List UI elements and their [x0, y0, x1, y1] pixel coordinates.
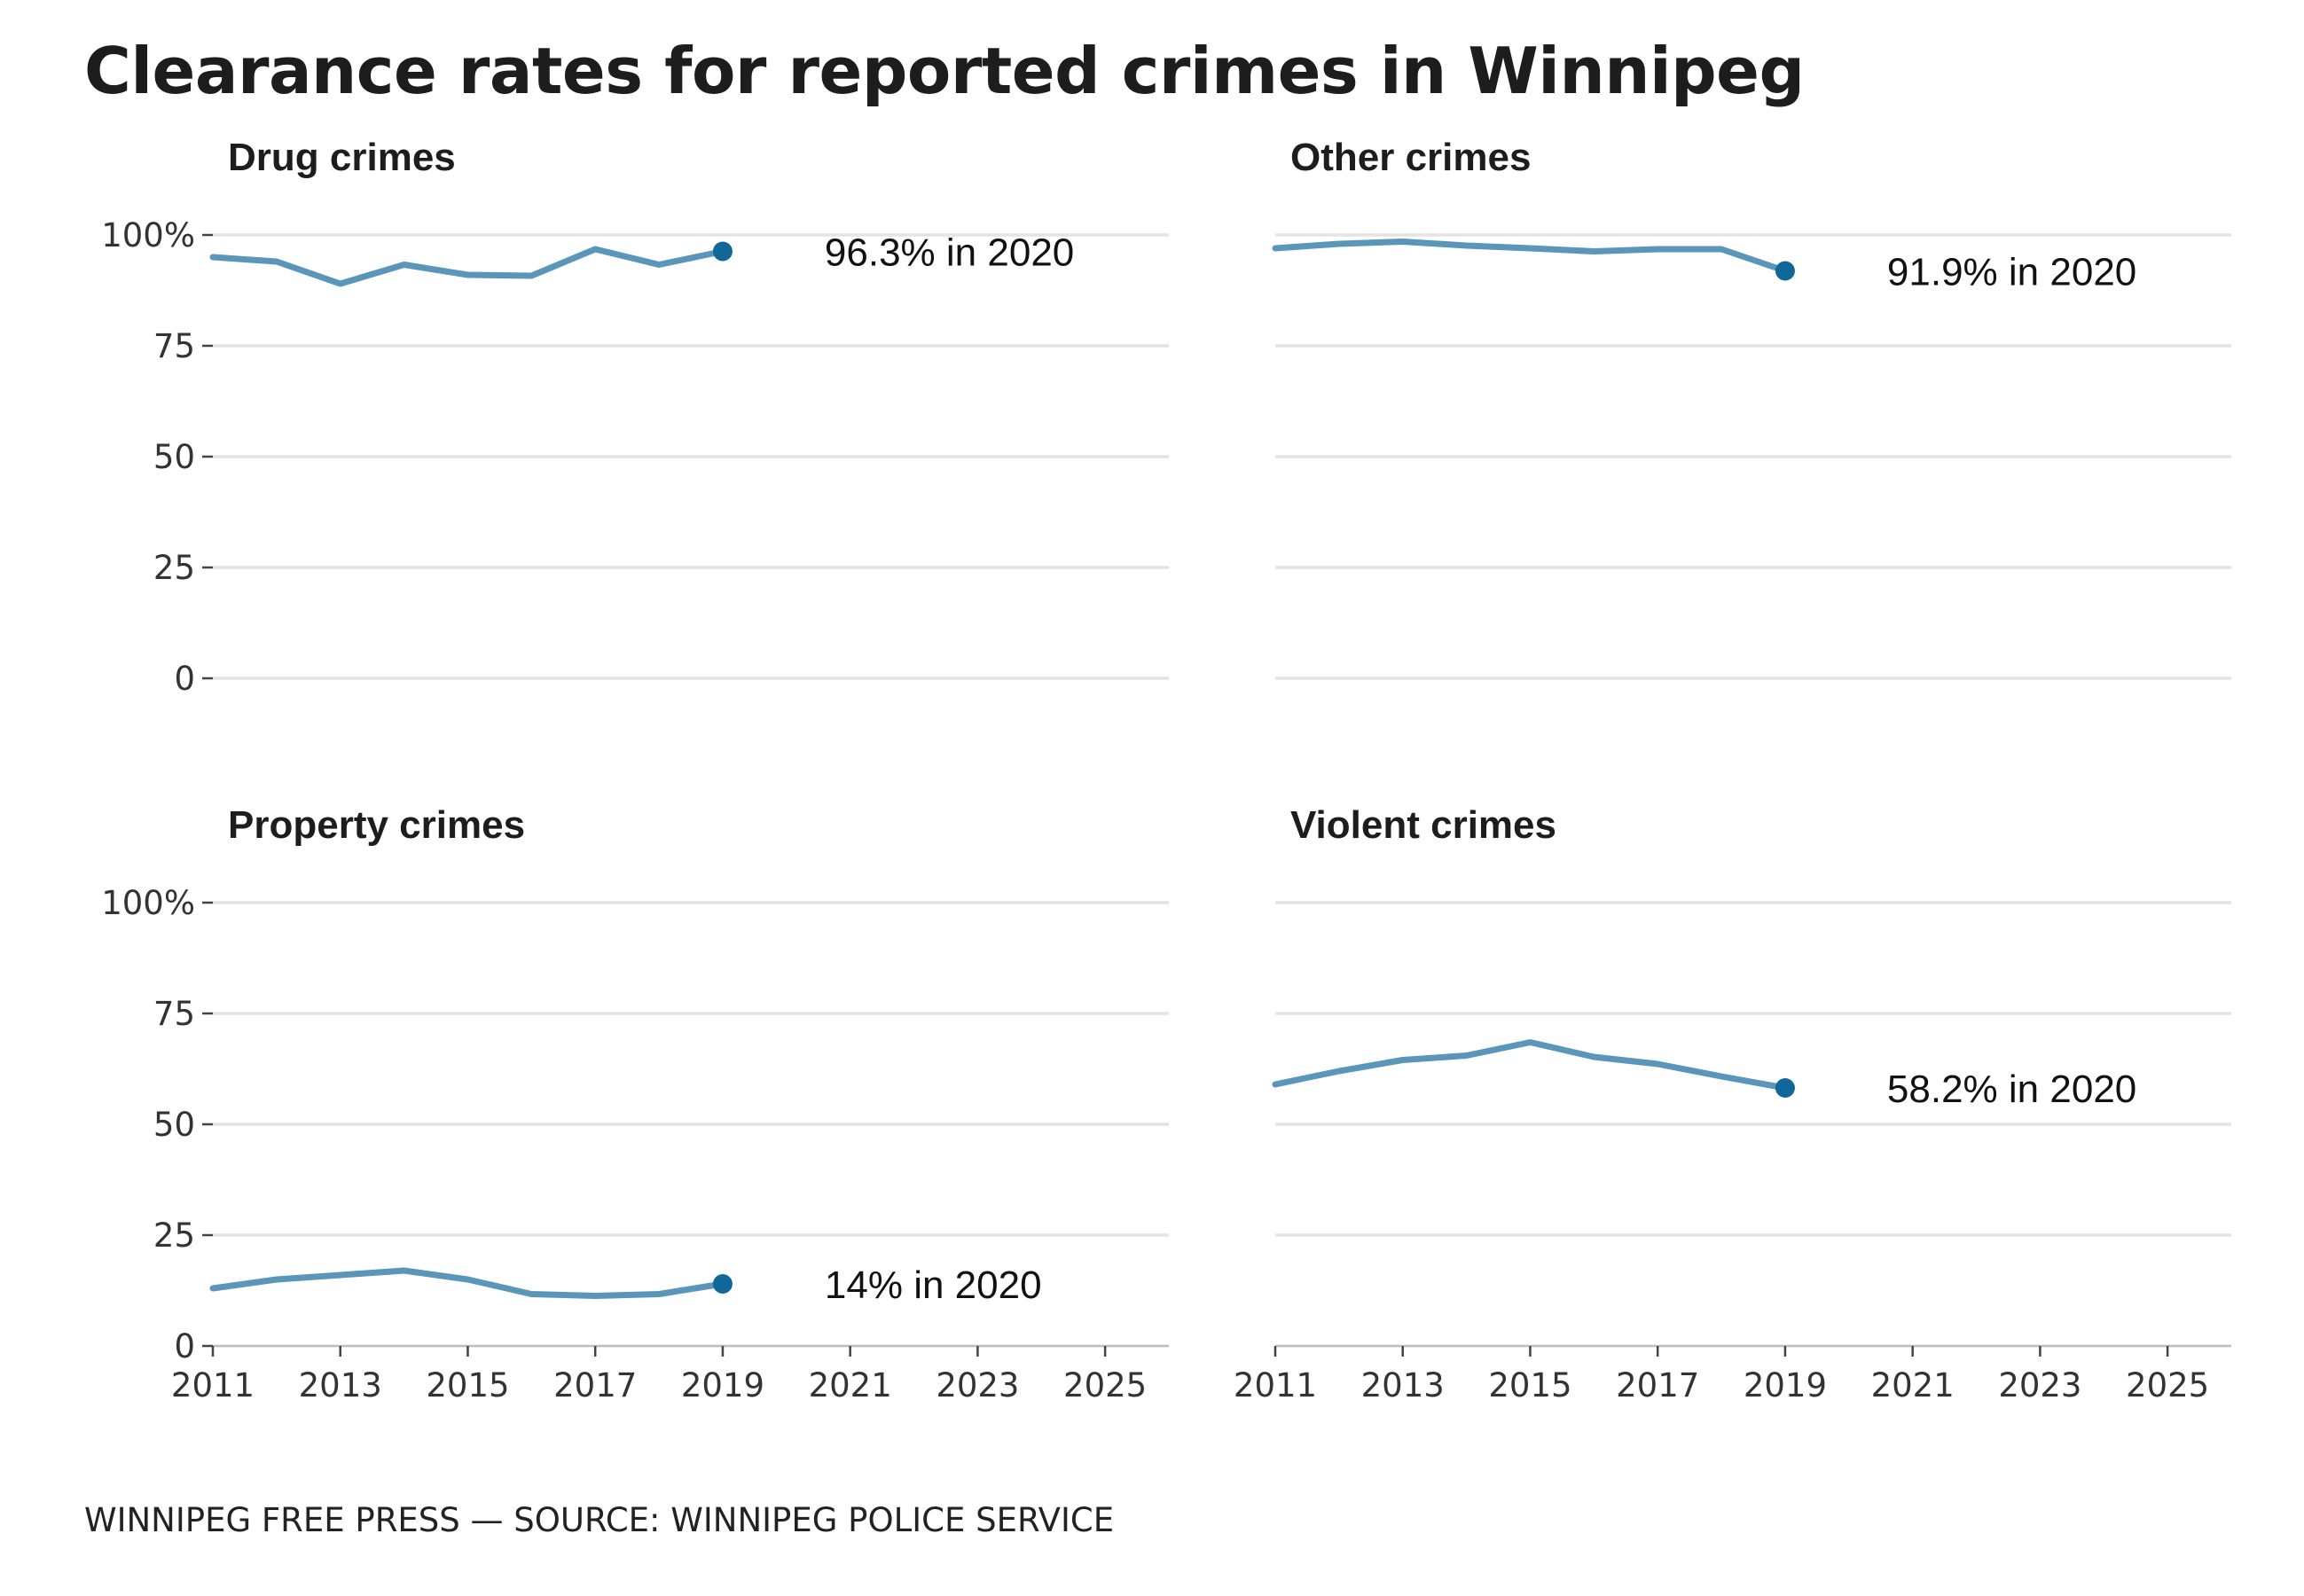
y-tick-label-property-crimes-0: 0	[174, 1327, 195, 1365]
series-line-drug-crimes	[209, 246, 726, 287]
chart-title: Clearance rates for reported crimes in W…	[84, 34, 1805, 108]
end-label-drug-crimes: 96.3% in 2020	[825, 231, 1074, 275]
x-tick-label-property-crimes-2017: 2017	[553, 1366, 637, 1404]
y-tick-label-property-crimes-50: 50	[153, 1106, 195, 1144]
x-tick-label-property-crimes-2013: 2013	[299, 1366, 382, 1404]
endpoint-marker-other-crimes	[1775, 261, 1795, 281]
y-tick-label-drug-crimes-25: 25	[153, 549, 195, 587]
x-tick-label-violent-crimes-2023: 2023	[1998, 1366, 2081, 1404]
y-tick-label-drug-crimes-100: 100%	[101, 216, 195, 254]
x-tick-label-property-crimes-2023: 2023	[936, 1366, 1019, 1404]
y-tick-label-drug-crimes-50: 50	[153, 438, 195, 476]
end-label-property-crimes: 14% in 2020	[825, 1264, 1042, 1307]
source-footer: WINNIPEG FREE PRESS — SOURCE: WINNIPEG P…	[84, 1501, 1115, 1539]
facet-title-property-crimes: Property crimes	[228, 803, 525, 847]
y-tick-label-drug-crimes-0: 0	[174, 660, 195, 698]
series-line-other-crimes	[1272, 239, 1789, 274]
y-tick-label-property-crimes-100: 100%	[101, 884, 195, 922]
x-tick-label-violent-crimes-2021: 2021	[1871, 1366, 1955, 1404]
y-tick-label-property-crimes-75: 75	[153, 995, 195, 1033]
x-tick-label-violent-crimes-2019: 2019	[1744, 1366, 1827, 1404]
end-label-other-crimes: 91.9% in 2020	[1887, 251, 2136, 294]
x-tick-label-violent-crimes-2025: 2025	[2126, 1366, 2209, 1404]
facet-title-other-crimes: Other crimes	[1290, 136, 1531, 179]
end-label-violent-crimes: 58.2% in 2020	[1887, 1068, 2136, 1111]
x-tick-label-violent-crimes-2017: 2017	[1616, 1366, 1699, 1404]
x-tick-label-violent-crimes-2015: 2015	[1488, 1366, 1571, 1404]
x-tick-label-property-crimes-2011: 2011	[171, 1366, 255, 1404]
facet-title-drug-crimes: Drug crimes	[228, 136, 456, 179]
y-tick-label-drug-crimes-75: 75	[153, 327, 195, 365]
facet-title-violent-crimes: Violent crimes	[1290, 803, 1556, 847]
x-tick-label-violent-crimes-2013: 2013	[1361, 1366, 1445, 1404]
x-tick-label-property-crimes-2021: 2021	[809, 1366, 892, 1404]
y-tick-label-property-crimes-25: 25	[153, 1217, 195, 1255]
x-tick-label-property-crimes-2025: 2025	[1063, 1366, 1147, 1404]
endpoint-marker-drug-crimes	[712, 241, 733, 262]
endpoint-marker-property-crimes	[712, 1274, 733, 1294]
x-tick-label-property-crimes-2015: 2015	[426, 1366, 509, 1404]
endpoint-marker-violent-crimes	[1775, 1078, 1795, 1098]
series-line-violent-crimes	[1272, 1039, 1789, 1091]
x-tick-label-property-crimes-2019: 2019	[681, 1366, 764, 1404]
x-tick-label-violent-crimes-2011: 2011	[1234, 1366, 1317, 1404]
series-line-property-crimes	[209, 1267, 726, 1299]
